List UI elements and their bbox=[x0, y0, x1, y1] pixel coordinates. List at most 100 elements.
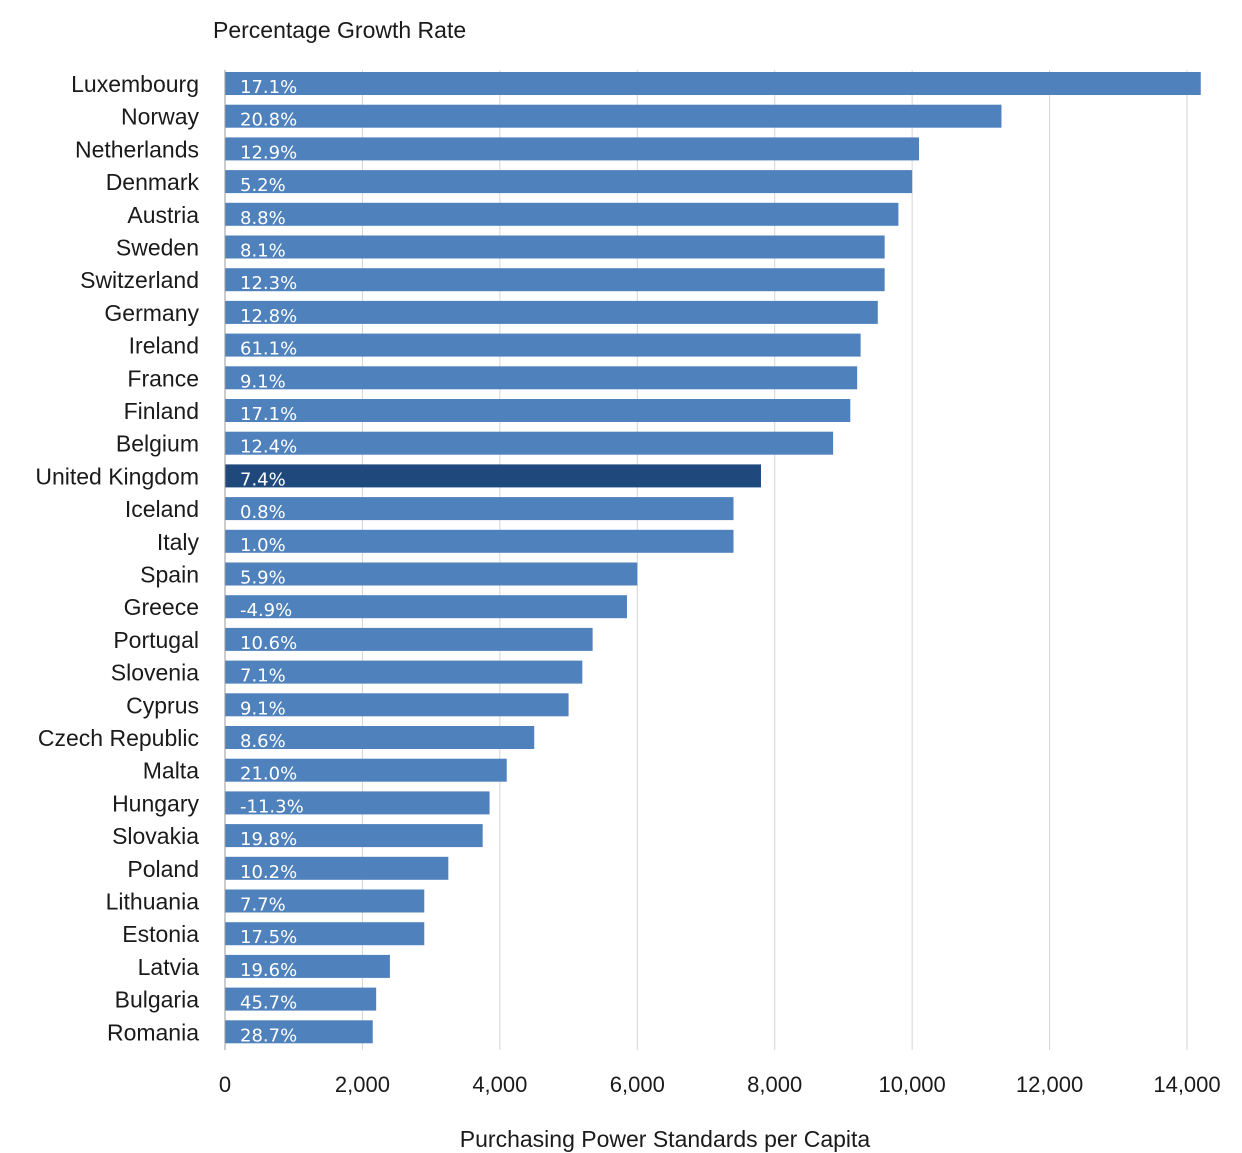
bar-data-label: 10.2% bbox=[240, 862, 297, 883]
category-labels: Luxembourg Norway Netherlands Denmark Austri… bbox=[35, 71, 199, 1045]
bar bbox=[225, 791, 490, 815]
bar bbox=[225, 595, 627, 619]
bar-data-label: 17.1% bbox=[240, 77, 297, 98]
bar bbox=[225, 529, 734, 553]
chart-title: Percentage Growth Rate bbox=[213, 17, 466, 43]
bar-data-label: 9.1% bbox=[240, 698, 286, 719]
bar-data-label: 45.7% bbox=[240, 993, 297, 1014]
bar bbox=[225, 987, 377, 1011]
category-label: Latvia bbox=[138, 954, 200, 980]
category-label: Romania bbox=[107, 1019, 199, 1045]
bar bbox=[225, 464, 761, 488]
category-label: Luxembourg bbox=[71, 71, 199, 97]
x-tick-label: 10,000 bbox=[878, 1072, 945, 1097]
bar bbox=[225, 954, 390, 978]
category-label: Estonia bbox=[122, 921, 199, 947]
category-label: Czech Republic bbox=[38, 725, 199, 751]
category-label: Netherlands bbox=[75, 136, 199, 162]
x-tick-label: 2,000 bbox=[335, 1072, 390, 1097]
bar bbox=[225, 137, 920, 161]
bar bbox=[225, 497, 734, 521]
category-label: Germany bbox=[104, 300, 199, 326]
bar-labels: 17.1% 20.8% 12.9% 5.2% 8.8% 8.1% 12.3% 12.8% 61.… bbox=[240, 77, 304, 1046]
category-label: Bulgaria bbox=[115, 987, 200, 1013]
bar-data-label: 7.7% bbox=[240, 895, 286, 916]
bar-data-label: 17.1% bbox=[240, 404, 297, 425]
category-label: Poland bbox=[127, 856, 199, 882]
category-label: Finland bbox=[124, 398, 199, 424]
bar-data-label: 12.4% bbox=[240, 437, 297, 458]
bar-data-label: 1.0% bbox=[240, 535, 286, 556]
bar bbox=[225, 824, 483, 848]
x-tick-label: 6,000 bbox=[610, 1072, 665, 1097]
x-tick-label: 14,000 bbox=[1153, 1072, 1220, 1097]
category-label: Iceland bbox=[125, 496, 199, 522]
category-label: Switzerland bbox=[80, 267, 199, 293]
x-axis-title: Purchasing Power Standards per Capita bbox=[460, 1126, 871, 1152]
bar-data-label: 19.8% bbox=[240, 829, 297, 850]
category-label: Denmark bbox=[106, 169, 200, 195]
bar-data-label: 12.8% bbox=[240, 306, 297, 327]
bar bbox=[225, 235, 885, 259]
bar-data-label: 28.7% bbox=[240, 1025, 297, 1046]
category-label: Malta bbox=[143, 758, 199, 784]
bar-data-label: 12.3% bbox=[240, 273, 297, 294]
bar-data-label: 19.6% bbox=[240, 960, 297, 981]
category-label: Lithuania bbox=[106, 889, 200, 915]
bar bbox=[225, 72, 1201, 95]
bar bbox=[225, 562, 638, 586]
bar-data-label: 5.2% bbox=[240, 175, 286, 196]
bar bbox=[225, 366, 858, 390]
bar bbox=[225, 268, 885, 292]
category-label: United Kingdom bbox=[35, 463, 199, 489]
x-tick-label: 4,000 bbox=[472, 1072, 527, 1097]
category-label: Belgium bbox=[116, 431, 199, 457]
bar-data-label: 61.1% bbox=[240, 339, 297, 360]
bar-data-label: 21.0% bbox=[240, 764, 297, 785]
x-tick-labels: 0 2,000 4,000 6,000 8,000 10,000 12,000 14,000 bbox=[219, 1072, 1221, 1097]
category-label: Norway bbox=[121, 104, 199, 130]
category-label: Spain bbox=[140, 562, 199, 588]
bar-data-label: 9.1% bbox=[240, 371, 286, 392]
bar bbox=[225, 660, 583, 684]
bar bbox=[225, 889, 425, 913]
category-label: Austria bbox=[127, 202, 199, 228]
bar-data-label: 8.8% bbox=[240, 208, 286, 229]
bar bbox=[225, 758, 507, 782]
bar bbox=[225, 1020, 373, 1044]
category-label: Hungary bbox=[112, 790, 199, 816]
category-label: Portugal bbox=[113, 627, 199, 653]
bar-data-label: 8.1% bbox=[240, 241, 286, 262]
gridlines bbox=[361, 70, 1188, 1050]
bar bbox=[225, 922, 425, 946]
bar-data-label: -11.3% bbox=[240, 796, 304, 817]
bar bbox=[225, 431, 834, 455]
x-tick-label: 12,000 bbox=[1016, 1072, 1083, 1097]
bar-data-label: 0.8% bbox=[240, 502, 286, 523]
bar bbox=[225, 333, 861, 357]
bar-data-label: 5.9% bbox=[240, 568, 286, 589]
category-label: France bbox=[127, 365, 199, 391]
bar-data-label: -4.9% bbox=[240, 600, 292, 621]
bar-data-label: 20.8% bbox=[240, 110, 297, 131]
bar-data-label: 10.6% bbox=[240, 633, 297, 654]
bar bbox=[225, 202, 899, 226]
bar-data-label: 12.9% bbox=[240, 142, 297, 163]
bars bbox=[225, 72, 1201, 1044]
x-tick-label: 0 bbox=[219, 1072, 231, 1097]
category-label: Cyprus bbox=[126, 692, 199, 718]
bar bbox=[225, 627, 593, 651]
bar-data-label: 7.1% bbox=[240, 666, 286, 687]
category-label: Greece bbox=[124, 594, 199, 620]
bar-data-label: 8.6% bbox=[240, 731, 286, 752]
bar bbox=[225, 399, 851, 422]
x-tick-label: 8,000 bbox=[747, 1072, 802, 1097]
bar bbox=[225, 104, 1002, 128]
category-label: Sweden bbox=[116, 235, 199, 261]
bar bbox=[225, 726, 535, 749]
bar bbox=[225, 170, 913, 194]
bar bbox=[225, 856, 449, 880]
bar bbox=[225, 300, 878, 324]
bar-data-label: 7.4% bbox=[240, 469, 286, 490]
